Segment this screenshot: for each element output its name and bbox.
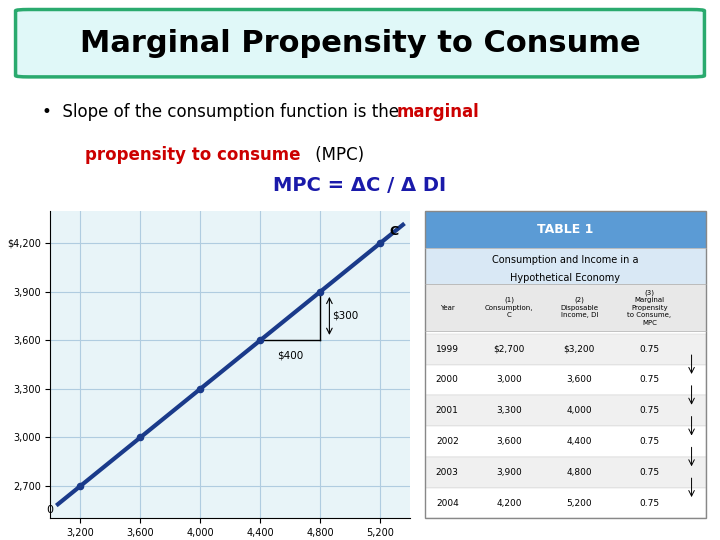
Text: (1)
Consumption,
C: (1) Consumption, C: [485, 297, 534, 318]
Text: $3,200: $3,200: [564, 345, 595, 354]
Text: MPC = ΔC / Δ DI: MPC = ΔC / Δ DI: [274, 176, 446, 195]
Text: (MPC): (MPC): [310, 146, 364, 164]
Text: 0.75: 0.75: [639, 406, 660, 415]
Point: [255, 336, 266, 345]
Text: 0.75: 0.75: [639, 437, 660, 446]
Text: 0.75: 0.75: [639, 375, 660, 384]
FancyBboxPatch shape: [425, 457, 706, 488]
Text: 4,800: 4,800: [567, 468, 592, 477]
Text: 0.75: 0.75: [639, 345, 660, 354]
Text: 0.75: 0.75: [639, 468, 660, 477]
FancyBboxPatch shape: [425, 247, 706, 285]
Text: 2002: 2002: [436, 437, 459, 446]
Point: [75, 482, 86, 490]
FancyBboxPatch shape: [425, 211, 706, 247]
Text: Consumption and Income in a: Consumption and Income in a: [492, 255, 639, 265]
Text: 3,600: 3,600: [567, 375, 592, 384]
FancyBboxPatch shape: [425, 488, 706, 518]
Text: (3)
Marginal
Propensity
to Consume,
MPC: (3) Marginal Propensity to Consume, MPC: [627, 289, 672, 326]
Text: Marginal Propensity to Consume: Marginal Propensity to Consume: [80, 29, 640, 58]
Text: 2000: 2000: [436, 375, 459, 384]
Text: 3,900: 3,900: [496, 468, 522, 477]
FancyBboxPatch shape: [425, 334, 706, 364]
Text: •  Slope of the consumption function is the: • Slope of the consumption function is t…: [42, 103, 405, 122]
Text: (2)
Disposable
Income, DI: (2) Disposable Income, DI: [560, 297, 598, 318]
Point: [135, 433, 146, 442]
Text: 2003: 2003: [436, 468, 459, 477]
FancyBboxPatch shape: [425, 285, 706, 330]
Text: 1999: 1999: [436, 345, 459, 354]
FancyBboxPatch shape: [425, 395, 706, 426]
Text: Year: Year: [440, 305, 454, 310]
Text: 0.75: 0.75: [639, 498, 660, 508]
FancyBboxPatch shape: [16, 10, 704, 77]
Text: $400: $400: [277, 350, 304, 360]
Text: 3,000: 3,000: [496, 375, 522, 384]
Point: [315, 287, 326, 296]
Text: 4,400: 4,400: [567, 437, 592, 446]
Text: Hypothetical Economy: Hypothetical Economy: [510, 273, 620, 284]
Text: 4,200: 4,200: [496, 498, 522, 508]
Text: TABLE 1: TABLE 1: [537, 222, 593, 235]
Y-axis label: Real Consumer Spending, C: Real Consumer Spending, C: [0, 287, 1, 442]
Text: 2004: 2004: [436, 498, 459, 508]
Text: propensity to consume: propensity to consume: [85, 146, 301, 164]
Point: [374, 239, 386, 247]
Text: 2001: 2001: [436, 406, 459, 415]
Text: marginal: marginal: [397, 103, 480, 122]
Point: [194, 384, 206, 393]
Text: 0: 0: [46, 505, 53, 515]
FancyBboxPatch shape: [425, 364, 706, 395]
Text: 3,600: 3,600: [496, 437, 522, 446]
Text: $300: $300: [333, 311, 359, 321]
Text: $2,700: $2,700: [493, 345, 525, 354]
Text: 3,300: 3,300: [496, 406, 522, 415]
Text: 5,200: 5,200: [567, 498, 592, 508]
FancyBboxPatch shape: [425, 426, 706, 457]
Text: 4,000: 4,000: [567, 406, 592, 415]
Text: C: C: [390, 225, 399, 238]
